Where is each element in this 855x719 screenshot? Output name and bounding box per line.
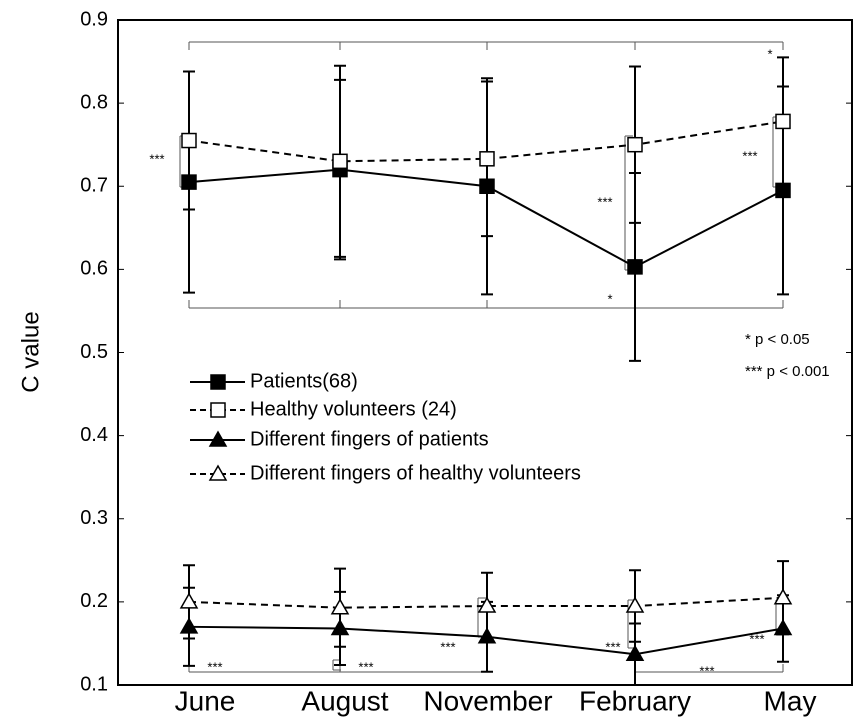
annotation: *** xyxy=(699,663,714,678)
data-point xyxy=(775,113,791,130)
data-point xyxy=(181,132,197,149)
y-tick-label: 0.7 xyxy=(80,175,108,197)
data-point xyxy=(330,598,350,615)
data-point xyxy=(179,592,199,609)
y-tick-label: 0.3 xyxy=(80,507,108,529)
annotation: * p < 0.05 xyxy=(745,331,810,348)
annotation: *** xyxy=(749,631,764,646)
data-point xyxy=(627,136,643,153)
annotation: *** xyxy=(358,659,373,674)
plot-frame xyxy=(117,19,853,686)
annotation: * xyxy=(767,46,772,61)
data-point xyxy=(625,596,645,613)
annotation: *** xyxy=(597,194,612,209)
data-point xyxy=(773,588,793,605)
series-line xyxy=(188,596,784,609)
annotation: *** xyxy=(149,151,164,166)
data-point xyxy=(477,596,497,613)
legend-marker xyxy=(208,464,228,481)
y-tick-label: 0.9 xyxy=(80,8,108,30)
data-point xyxy=(332,153,348,170)
annotation: *** p < 0.001 xyxy=(745,363,830,380)
legend-label: Healthy volunteers (24) xyxy=(250,398,457,420)
y-tick-label: 0.5 xyxy=(80,341,108,363)
x-tick-label: June xyxy=(175,685,236,716)
x-tick-label: November xyxy=(423,685,552,716)
series-line xyxy=(188,120,784,163)
annotation: *** xyxy=(440,639,455,654)
x-tick-label: February xyxy=(579,685,691,716)
legend-label: Different fingers of patients xyxy=(250,428,489,450)
y-tick-label: 0.6 xyxy=(80,258,108,280)
legend-marker xyxy=(210,402,226,418)
legend-label: Different fingers of healthy volunteers xyxy=(250,462,581,484)
y-tick-label: 0.1 xyxy=(80,673,108,695)
x-tick-label: August xyxy=(301,685,388,716)
annotation: * xyxy=(607,291,612,306)
legend-marker xyxy=(210,374,226,390)
x-tick-label: May xyxy=(764,685,817,716)
y-tick-label: 0.8 xyxy=(80,91,108,113)
legend-label: Patients(68) xyxy=(250,370,358,392)
data-point xyxy=(479,151,495,167)
data-point xyxy=(627,259,643,275)
annotation: *** xyxy=(207,659,222,674)
y-tick-label: 0.2 xyxy=(80,590,108,612)
y-axis-label: C value xyxy=(17,311,44,392)
legend-marker xyxy=(208,430,228,447)
data-point xyxy=(625,644,645,661)
annotation: *** xyxy=(742,148,757,163)
y-tick-label: 0.4 xyxy=(80,424,108,446)
